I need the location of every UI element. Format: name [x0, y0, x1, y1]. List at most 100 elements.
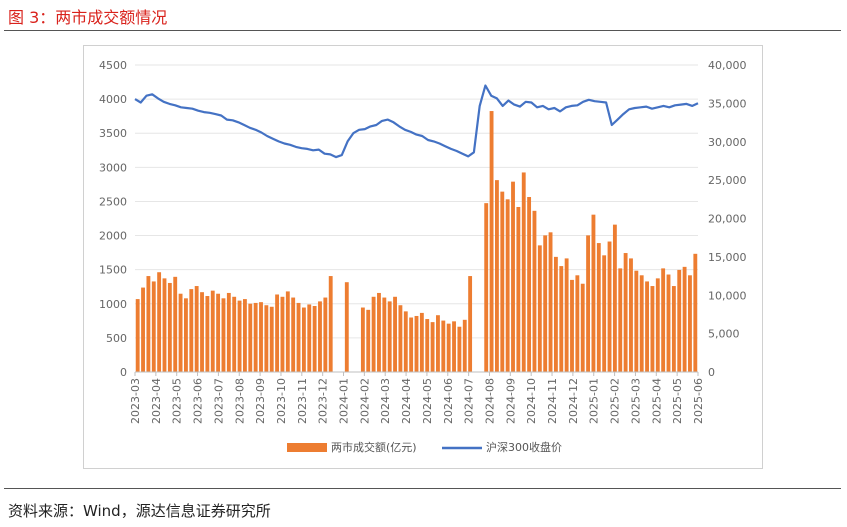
bar — [232, 296, 237, 372]
x-tick-label: 2023-11 — [296, 378, 309, 424]
bar — [559, 266, 564, 372]
bar — [296, 302, 301, 372]
x-tick-label: 2024-06 — [442, 378, 455, 424]
bar — [387, 301, 392, 372]
x-tick-label: 2025-05 — [671, 378, 684, 424]
bar — [178, 293, 183, 372]
left-tick-label: 3500 — [99, 127, 127, 140]
bar — [184, 298, 188, 372]
x-tick-label: 2025-02 — [609, 378, 622, 424]
right-tick-label: 40,000 — [708, 59, 747, 72]
left-tick-label: 1500 — [99, 264, 127, 277]
bar — [382, 297, 387, 372]
bar — [634, 270, 639, 372]
bar — [269, 306, 274, 372]
bar — [596, 243, 601, 372]
bar — [575, 275, 580, 372]
bar — [173, 276, 178, 372]
bar — [264, 305, 269, 372]
right-tick-label: 0 — [708, 366, 715, 379]
bar — [248, 303, 253, 372]
bar — [377, 292, 381, 372]
bar — [612, 224, 617, 372]
bar — [671, 286, 676, 372]
left-tick-label: 3000 — [99, 161, 127, 174]
bar — [580, 283, 585, 372]
x-tick-label: 2024-05 — [421, 378, 434, 424]
bar — [393, 296, 397, 372]
bar — [457, 326, 462, 372]
bar — [157, 272, 162, 372]
x-tick-label: 2023-04 — [150, 378, 163, 424]
x-tick-label: 2023-08 — [233, 378, 246, 424]
bar — [403, 311, 408, 372]
bar — [430, 322, 435, 372]
bar — [629, 258, 633, 372]
right-tick-label: 5,000 — [708, 328, 740, 341]
axes-layer: 0 500 1000 1500 2000 2500 3000 3500 4000 4500 0 5,0… — [99, 59, 747, 424]
left-tick-label: 4500 — [99, 59, 127, 72]
x-tick-label: 2025-04 — [650, 378, 663, 424]
bar — [586, 235, 591, 372]
right-tick-label: 25,000 — [708, 174, 747, 187]
bar — [602, 255, 607, 372]
bar — [618, 268, 623, 372]
x-tick-label: 2024-03 — [379, 378, 392, 424]
bar — [489, 111, 494, 373]
bar — [323, 297, 328, 372]
bar — [151, 281, 156, 372]
bar — [553, 256, 558, 372]
chart-frame — [83, 45, 763, 469]
bar — [607, 241, 612, 372]
left-tick-label: 2000 — [99, 230, 127, 243]
bar — [200, 292, 204, 372]
bar — [564, 258, 569, 372]
bar — [285, 291, 290, 372]
bar — [666, 274, 671, 372]
bar — [205, 296, 210, 372]
x-tick-label: 2025-06 — [692, 378, 705, 424]
bar — [253, 302, 258, 372]
bar — [194, 286, 199, 372]
x-tick-label: 2023-03 — [129, 378, 142, 424]
bar — [419, 312, 424, 372]
x-tick-label: 2024-10 — [525, 378, 538, 424]
bar — [516, 206, 521, 372]
bar — [141, 287, 145, 372]
x-tick-label: 2023-05 — [171, 378, 184, 424]
right-tick-label: 10,000 — [708, 289, 747, 302]
bar — [301, 307, 306, 372]
x-tick-label: 2024-01 — [338, 378, 351, 424]
bar — [366, 309, 371, 372]
bar — [167, 282, 172, 372]
bar — [259, 302, 263, 372]
bar — [677, 269, 682, 372]
bar — [446, 323, 451, 372]
bar — [645, 281, 649, 372]
bar — [682, 266, 687, 372]
bar — [452, 321, 456, 372]
x-tick-label: 2025-03 — [629, 378, 642, 424]
bar-layer — [135, 111, 698, 373]
bar — [242, 299, 247, 372]
bar — [344, 282, 349, 372]
legend-label-bar: 两市成交额(亿元) — [331, 440, 417, 454]
x-tick-label: 2024-11 — [546, 378, 559, 424]
left-tick-label: 1000 — [99, 298, 127, 311]
bar — [532, 210, 537, 372]
x-tick-label: 2024-12 — [567, 378, 580, 424]
left-tick-label: 4000 — [99, 93, 127, 106]
bar — [135, 299, 140, 372]
source-rule — [4, 488, 841, 489]
right-tick-label: 30,000 — [708, 136, 747, 149]
bar — [462, 319, 467, 372]
bar — [425, 319, 430, 372]
bar — [693, 253, 698, 372]
left-tick-label: 500 — [106, 332, 127, 345]
legend-layer: 两市成交额(亿元) 沪深300收盘价 — [287, 440, 562, 454]
source-note: 资料来源：Wind，源达信息证券研究所 — [8, 502, 271, 520]
bar — [398, 305, 403, 372]
x-tick-label: 2023-06 — [192, 378, 205, 424]
bar — [210, 290, 215, 372]
